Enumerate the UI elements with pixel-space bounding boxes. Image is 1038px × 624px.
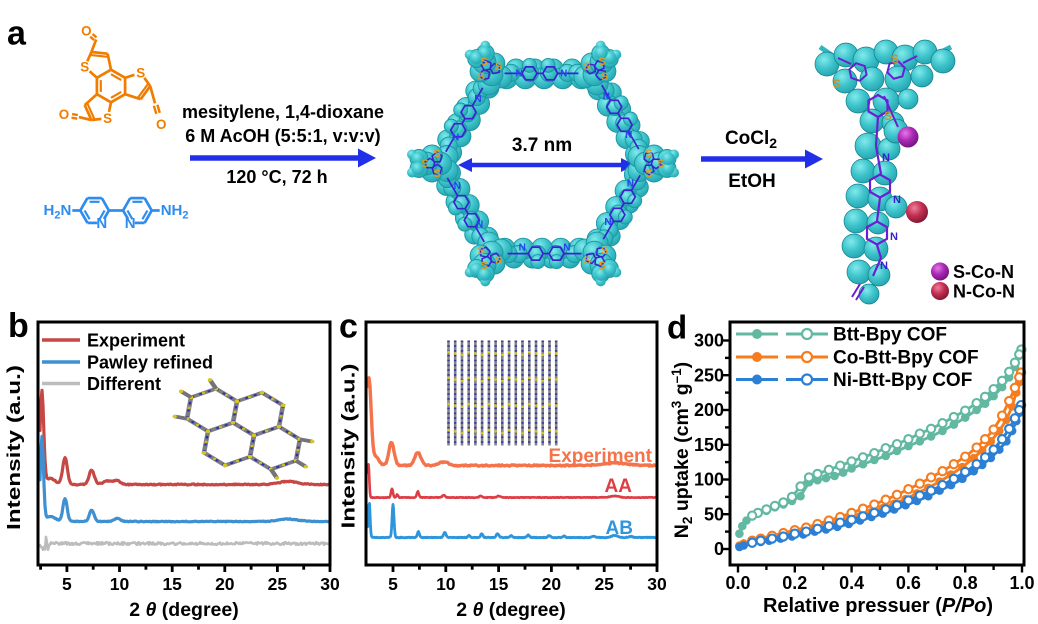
svg-text:Different: Different <box>87 374 161 394</box>
svg-text:O: O <box>81 24 91 39</box>
svg-text:S: S <box>598 56 605 68</box>
svg-text:N: N <box>882 152 890 164</box>
svg-text:0.4: 0.4 <box>839 573 864 593</box>
svg-text:150: 150 <box>694 435 724 455</box>
svg-text:30: 30 <box>647 574 667 594</box>
svg-text:S: S <box>421 158 428 170</box>
svg-text:N: N <box>519 243 526 254</box>
svg-text:S: S <box>480 56 487 68</box>
svg-text:AB: AB <box>606 518 633 539</box>
svg-text:N: N <box>454 181 461 192</box>
svg-text:CoCl2: CoCl2 <box>725 128 777 151</box>
svg-text:20: 20 <box>542 574 562 594</box>
svg-text:0.6: 0.6 <box>896 573 921 593</box>
svg-text:100: 100 <box>694 470 724 490</box>
svg-text:20: 20 <box>215 574 235 594</box>
svg-text:2 θ (degree): 2 θ (degree) <box>456 599 566 621</box>
svg-text:300: 300 <box>694 331 724 351</box>
svg-text:N2 uptake (cm3 g–1): N2 uptake (cm3 g–1) <box>669 362 695 538</box>
svg-text:Experiment: Experiment <box>549 446 653 467</box>
svg-text:Pawley refined: Pawley refined <box>87 353 213 373</box>
svg-text:NH2: NH2 <box>161 202 189 222</box>
svg-text:250: 250 <box>694 365 724 385</box>
svg-text:Ni-Btt-Bpy COF: Ni-Btt-Bpy COF <box>833 370 972 391</box>
svg-text:AA: AA <box>605 476 633 497</box>
svg-text:10: 10 <box>110 574 130 594</box>
svg-text:0: 0 <box>714 539 724 559</box>
svg-text:d: d <box>667 309 687 346</box>
svg-text:25: 25 <box>594 574 614 594</box>
svg-text:mesitylene, 1,4-dioxane: mesitylene, 1,4-dioxane <box>182 102 384 122</box>
svg-text:S: S <box>480 260 487 272</box>
svg-text:25: 25 <box>268 574 288 594</box>
svg-text:15: 15 <box>162 574 182 594</box>
svg-text:N: N <box>625 130 632 141</box>
svg-text:5: 5 <box>62 574 72 594</box>
svg-text:N: N <box>890 231 898 243</box>
svg-text:S: S <box>478 245 485 257</box>
svg-text:N: N <box>125 215 136 232</box>
svg-text:S: S <box>601 245 608 257</box>
svg-text:N: N <box>603 91 610 102</box>
svg-text:0.8: 0.8 <box>953 573 978 593</box>
svg-text:S: S <box>584 61 591 73</box>
svg-text:S: S <box>645 148 652 160</box>
svg-text:b: b <box>8 307 29 345</box>
svg-text:S: S <box>645 168 652 180</box>
svg-text:O: O <box>59 107 69 122</box>
svg-text:Co-Btt-Bpy COF: Co-Btt-Bpy COF <box>833 347 979 368</box>
svg-text:N-Co-N: N-Co-N <box>953 282 1015 302</box>
svg-text:N: N <box>476 220 483 231</box>
svg-text:Btt-Bpy COF: Btt-Bpy COF <box>833 324 947 345</box>
svg-text:N: N <box>880 260 888 272</box>
svg-text:10: 10 <box>436 574 456 594</box>
svg-text:Relative pressuer (P/Po): Relative pressuer (P/Po) <box>763 595 993 617</box>
svg-text:N: N <box>627 178 634 189</box>
svg-text:Experiment: Experiment <box>87 331 185 351</box>
svg-text:2 θ (degree): 2 θ (degree) <box>129 599 239 621</box>
svg-text:N: N <box>474 94 481 105</box>
svg-text:S: S <box>598 260 605 272</box>
svg-text:5: 5 <box>388 574 398 594</box>
svg-text:S: S <box>103 111 112 126</box>
svg-text:S: S <box>891 54 899 66</box>
svg-text:S: S <box>433 148 440 160</box>
svg-text:a: a <box>7 15 27 53</box>
svg-text:Intensity (a.u.): Intensity (a.u.) <box>4 365 24 530</box>
svg-text:200: 200 <box>694 400 724 420</box>
svg-text:0.2: 0.2 <box>782 573 807 593</box>
svg-text:3.7 nm: 3.7 nm <box>512 135 572 156</box>
svg-text:N: N <box>560 68 567 79</box>
svg-text:N: N <box>893 194 901 206</box>
svg-text:15: 15 <box>489 574 509 594</box>
svg-text:S-Co-N: S-Co-N <box>953 262 1014 282</box>
svg-text:S: S <box>833 79 841 91</box>
svg-text:1.0: 1.0 <box>1009 573 1034 593</box>
svg-text:S: S <box>657 158 664 170</box>
svg-text:S: S <box>136 65 145 80</box>
svg-text:S: S <box>433 168 440 180</box>
svg-text:S: S <box>478 71 485 83</box>
svg-text:30: 30 <box>320 574 340 594</box>
svg-text:S: S <box>495 61 502 73</box>
svg-text:S: S <box>601 71 608 83</box>
svg-text:EtOH: EtOH <box>728 171 776 192</box>
svg-text:N: N <box>515 68 522 79</box>
svg-text:N: N <box>563 243 570 254</box>
svg-text:120 °C, 72 h: 120 °C, 72 h <box>226 167 327 187</box>
svg-text:c: c <box>339 308 358 346</box>
svg-text:50: 50 <box>704 505 724 525</box>
svg-text:N: N <box>604 217 611 228</box>
svg-text:H2N: H2N <box>43 202 71 222</box>
svg-text:S: S <box>584 255 591 267</box>
svg-text:Intensity (a.u.): Intensity (a.u.) <box>339 364 359 529</box>
svg-text:6 M AcOH (5:5:1, v:v:v): 6 M AcOH (5:5:1, v:v:v) <box>185 126 380 146</box>
svg-text:0.0: 0.0 <box>725 573 750 593</box>
svg-text:S: S <box>884 111 892 123</box>
svg-text:O: O <box>156 117 166 132</box>
svg-text:S: S <box>495 255 502 267</box>
svg-text:S: S <box>80 60 89 75</box>
svg-text:N: N <box>96 215 107 232</box>
svg-text:N: N <box>452 133 459 144</box>
